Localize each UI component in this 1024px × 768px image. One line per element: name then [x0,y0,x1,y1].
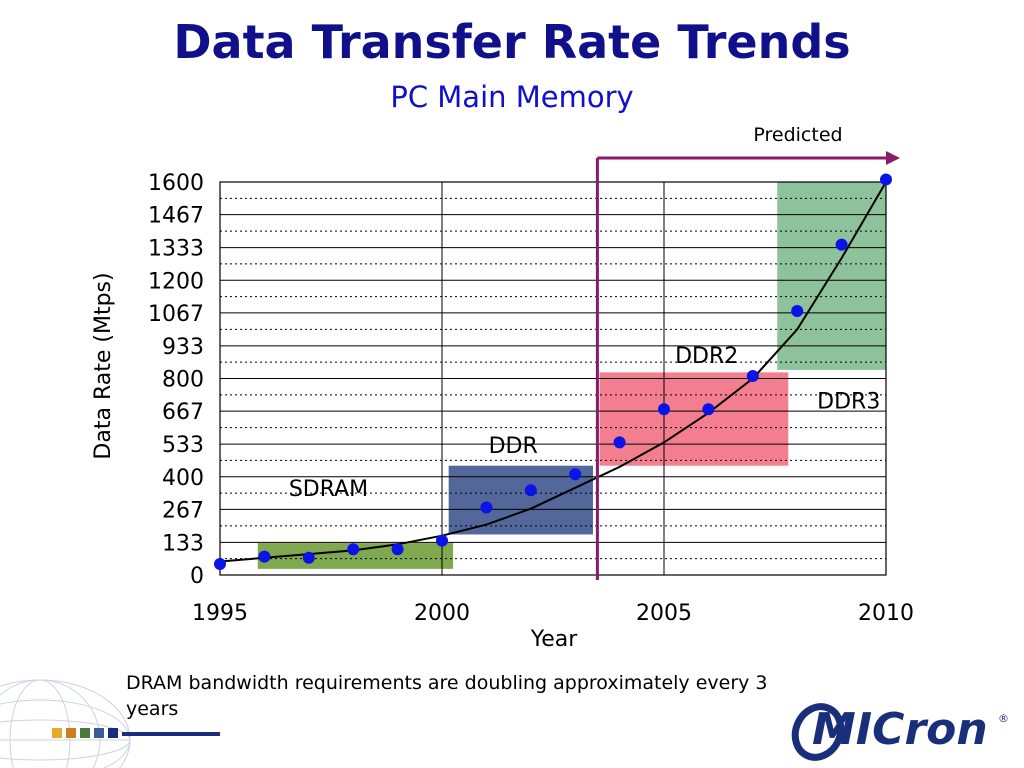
x-tick-label: 2010 [858,601,914,626]
trend-curve [219,181,887,563]
data-point [791,304,804,317]
region-label-ddr3: DDR3 [817,390,880,415]
y-tick-label: 400 [162,466,204,491]
data-point [746,370,759,383]
data-point [613,436,626,449]
registered-mark: ® [998,712,1009,725]
y-tick-label: 133 [162,531,204,556]
micron-logo-text: MICron [812,704,988,755]
x-axis-title: Year [530,627,579,652]
region-label-ddr2: DDR2 [675,344,738,369]
y-tick-label: 667 [162,400,204,425]
caption: DRAM bandwidth requirements are doubling… [126,672,768,720]
slide-title: Data Transfer Rate Trends [173,15,851,69]
data-point [214,557,226,570]
data-point [835,238,848,251]
x-tick-label: 2000 [414,601,470,626]
y-tick-label: 933 [162,335,204,360]
data-point [569,468,582,481]
data-point [391,543,404,556]
x-tick-label: 1995 [192,601,248,626]
data-point [258,550,271,563]
data-point [302,551,315,564]
y-tick-label: 1600 [148,171,204,196]
plot-border [219,181,887,576]
y-tick-label: 1200 [148,269,204,294]
micron-swirl-icon [791,703,845,761]
region-label-ddr: DDR [489,434,538,459]
data-point [480,501,493,514]
data-point [524,484,537,497]
region-label-sdram: SDRAM [289,477,368,502]
data-point [347,543,360,556]
y-tick-label: 1333 [148,237,204,262]
micron-logo: MICron ® [791,703,1009,761]
y-tick-label: 1467 [148,204,204,229]
y-tick-label: 800 [162,368,204,393]
data-point [702,403,715,416]
predicted-label: Predicted [753,124,842,146]
slide-subtitle: PC Main Memory [390,80,634,114]
data-point [880,173,892,186]
y-tick-label: 267 [162,498,204,523]
data-point [658,403,670,416]
y-tick-label: 1067 [148,302,204,327]
region-ddr2 [599,372,789,466]
y-tick-label: 533 [162,433,204,458]
data-point [436,534,448,547]
predicted-arrowhead [886,151,900,165]
x-tick-label: 2005 [636,601,692,626]
y-axis-title: Data Rate (Mtps) [91,272,116,459]
y-tick-label: 0 [190,564,204,589]
decorative-globe-graphic [0,679,220,768]
